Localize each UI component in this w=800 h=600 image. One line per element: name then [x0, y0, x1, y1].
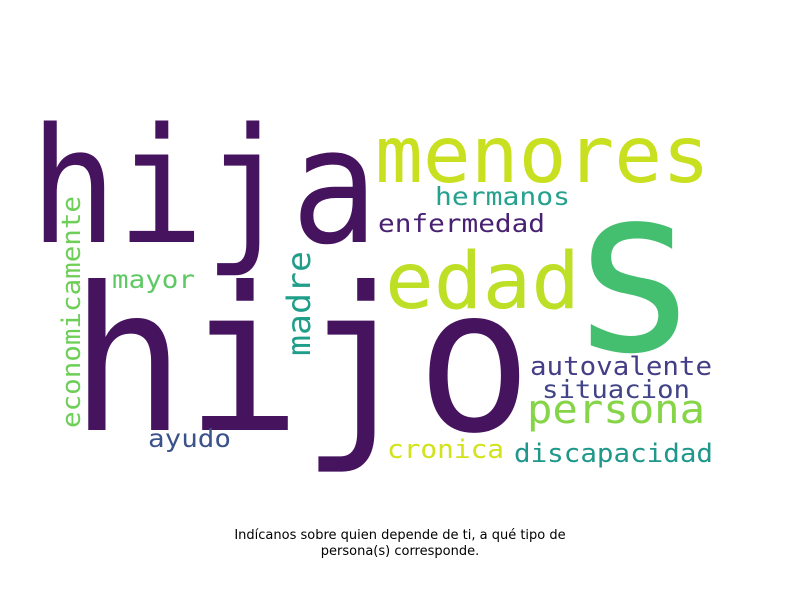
- caption-line-1: Indícanos sobre quien depende de ti, a q…: [234, 528, 566, 543]
- word-discapacidad: discapacidad: [514, 439, 713, 469]
- word-hijo: hijo: [70, 245, 532, 478]
- caption: Indícanos sobre quien depende de ti, a q…: [200, 528, 600, 560]
- word-mayor: mayor: [112, 265, 195, 294]
- word-madre: madre: [280, 251, 318, 356]
- word-persona: persona: [527, 387, 705, 433]
- word-menores: menores: [375, 111, 710, 201]
- word-s: s: [568, 138, 700, 405]
- word-cronica: cronica: [387, 435, 504, 465]
- word-edad: edad: [385, 237, 580, 327]
- word-enfermedad: enfermedad: [378, 209, 545, 238]
- word-situacion: situacion: [542, 375, 690, 404]
- word-economicamente: economicamente: [57, 196, 87, 428]
- word-hermanos: hermanos: [435, 182, 570, 211]
- word-hija: hija: [30, 93, 378, 280]
- word-autovalente: autovalente: [530, 352, 712, 382]
- caption-line-2: persona(s) corresponde.: [320, 544, 480, 559]
- word-ayudo: ayudo: [148, 424, 231, 453]
